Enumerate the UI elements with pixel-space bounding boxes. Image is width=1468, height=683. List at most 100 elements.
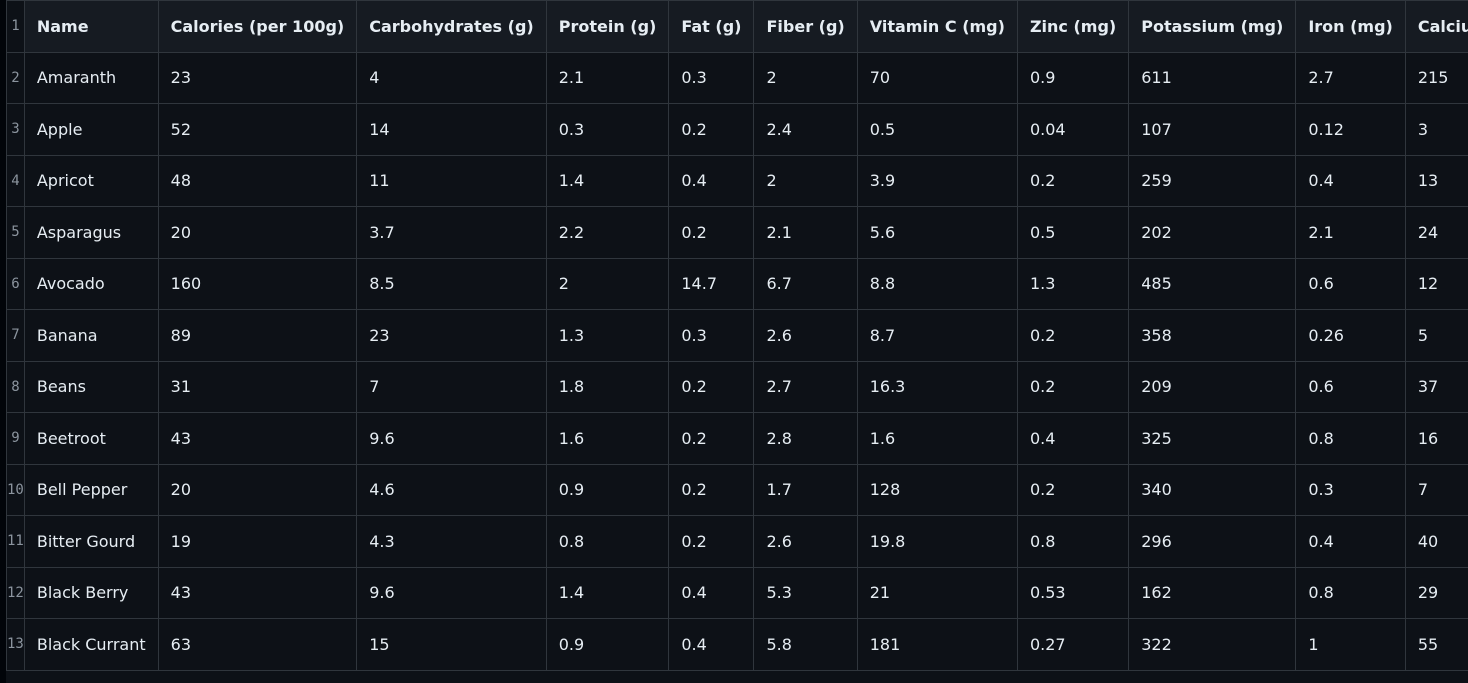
value-cell[interactable]: 16 xyxy=(1404,412,1468,465)
value-cell[interactable]: 0.2 xyxy=(668,463,755,516)
table-row[interactable]: 5 Asparagus 20 3.7 2.2 0.2 2.1 5.6 0.5 202 2.1 24 xyxy=(6,206,1468,259)
value-cell[interactable]: 20 xyxy=(157,206,358,259)
value-cell[interactable]: 89 xyxy=(157,309,358,362)
value-cell[interactable]: 0.3 xyxy=(545,103,670,156)
value-cell[interactable]: 1 xyxy=(1295,618,1406,671)
value-cell[interactable]: 37 xyxy=(1404,360,1468,413)
name-cell[interactable]: Apple xyxy=(23,103,159,156)
value-cell[interactable]: 29 xyxy=(1404,566,1468,619)
column-header[interactable]: Carbohydrates (g) xyxy=(356,0,547,53)
value-cell[interactable]: 1.6 xyxy=(545,412,670,465)
value-cell[interactable]: 0.2 xyxy=(1016,154,1130,207)
value-cell[interactable]: 0.9 xyxy=(545,618,670,671)
name-cell[interactable]: Beans xyxy=(23,360,159,413)
value-cell[interactable]: 1.7 xyxy=(753,463,858,516)
table-row[interactable]: 3 Apple 52 14 0.3 0.2 2.4 0.5 0.04 107 0.12 3 xyxy=(6,103,1468,156)
value-cell[interactable]: 202 xyxy=(1128,206,1297,259)
name-cell[interactable]: Apricot xyxy=(23,154,159,207)
value-cell[interactable]: 5.6 xyxy=(856,206,1018,259)
column-header[interactable]: Vitamin C (mg) xyxy=(856,0,1018,53)
table-row[interactable]: 4 Apricot 48 11 1.4 0.4 2 3.9 0.2 259 0.4 13 xyxy=(6,154,1468,207)
value-cell[interactable]: 15 xyxy=(356,618,547,671)
value-cell[interactable]: 0.9 xyxy=(545,463,670,516)
value-cell[interactable]: 0.2 xyxy=(668,412,755,465)
column-header[interactable]: Name xyxy=(23,0,159,53)
value-cell[interactable]: 209 xyxy=(1128,360,1297,413)
value-cell[interactable]: 52 xyxy=(157,103,358,156)
name-cell[interactable]: Banana xyxy=(23,309,159,362)
value-cell[interactable]: 5.3 xyxy=(753,566,858,619)
table-row[interactable]: 8 Beans 31 7 1.8 0.2 2.7 16.3 0.2 209 0.6 37 xyxy=(6,360,1468,413)
value-cell[interactable]: 4.3 xyxy=(356,515,547,568)
column-header[interactable]: Protein (g) xyxy=(545,0,670,53)
value-cell[interactable]: 0.8 xyxy=(1295,412,1406,465)
value-cell[interactable]: 340 xyxy=(1128,463,1297,516)
table-row[interactable]: 2 Amaranth 23 4 2.1 0.3 2 70 0.9 611 2.7 215 xyxy=(6,51,1468,104)
value-cell[interactable]: 48 xyxy=(157,154,358,207)
value-cell[interactable]: 23 xyxy=(157,51,358,104)
name-cell[interactable]: Bitter Gourd xyxy=(23,515,159,568)
table-row[interactable]: 11 Bitter Gourd 19 4.3 0.8 0.2 2.6 19.8 0.8 296 0.… xyxy=(6,515,1468,568)
table-row[interactable]: 6 Avocado 160 8.5 2 14.7 6.7 8.8 1.3 485 0.6 12 xyxy=(6,257,1468,310)
value-cell[interactable]: 40 xyxy=(1404,515,1468,568)
value-cell[interactable]: 0.5 xyxy=(856,103,1018,156)
table-row[interactable]: 7 Banana 89 23 1.3 0.3 2.6 8.7 0.2 358 0.26 5 xyxy=(6,309,1468,362)
value-cell[interactable]: 325 xyxy=(1128,412,1297,465)
value-cell[interactable]: 322 xyxy=(1128,618,1297,671)
value-cell[interactable]: 0.12 xyxy=(1295,103,1406,156)
value-cell[interactable]: 2.7 xyxy=(1295,51,1406,104)
value-cell[interactable]: 0.6 xyxy=(1295,360,1406,413)
value-cell[interactable]: 611 xyxy=(1128,51,1297,104)
value-cell[interactable]: 1.3 xyxy=(1016,257,1130,310)
value-cell[interactable]: 7 xyxy=(356,360,547,413)
value-cell[interactable]: 0.4 xyxy=(1016,412,1130,465)
value-cell[interactable]: 20 xyxy=(157,463,358,516)
value-cell[interactable]: 23 xyxy=(356,309,547,362)
value-cell[interactable]: 1.3 xyxy=(545,309,670,362)
table-row[interactable]: 10 Bell Pepper 20 4.6 0.9 0.2 1.7 128 0.2 340 0.3 7 xyxy=(6,463,1468,516)
column-header[interactable]: Potassium (mg) xyxy=(1128,0,1297,53)
value-cell[interactable]: 4 xyxy=(356,51,547,104)
value-cell[interactable]: 1.4 xyxy=(545,154,670,207)
value-cell[interactable]: 107 xyxy=(1128,103,1297,156)
value-cell[interactable]: 70 xyxy=(856,51,1018,104)
value-cell[interactable]: 2 xyxy=(545,257,670,310)
value-cell[interactable]: 14 xyxy=(356,103,547,156)
name-cell[interactable]: Amaranth xyxy=(23,51,159,104)
value-cell[interactable]: 2.1 xyxy=(545,51,670,104)
column-header[interactable]: Fiber (g) xyxy=(753,0,858,53)
value-cell[interactable]: 8.5 xyxy=(356,257,547,310)
value-cell[interactable]: 2.6 xyxy=(753,309,858,362)
value-cell[interactable]: 4.6 xyxy=(356,463,547,516)
name-cell[interactable]: Black Currant xyxy=(23,618,159,671)
value-cell[interactable]: 3.7 xyxy=(356,206,547,259)
value-cell[interactable]: 0.2 xyxy=(668,103,755,156)
column-header[interactable]: Calories (per 100g) xyxy=(157,0,358,53)
value-cell[interactable]: 2.7 xyxy=(753,360,858,413)
value-cell[interactable]: 160 xyxy=(157,257,358,310)
value-cell[interactable]: 3.9 xyxy=(856,154,1018,207)
value-cell[interactable]: 16.3 xyxy=(856,360,1018,413)
column-header[interactable]: Zinc (mg) xyxy=(1016,0,1130,53)
value-cell[interactable]: 1.8 xyxy=(545,360,670,413)
value-cell[interactable]: 2 xyxy=(753,154,858,207)
value-cell[interactable]: 0.2 xyxy=(668,360,755,413)
value-cell[interactable]: 0.2 xyxy=(668,206,755,259)
table-row[interactable]: 13 Black Currant 63 15 0.9 0.4 5.8 181 0.27 322 1 5… xyxy=(6,618,1468,671)
value-cell[interactable]: 0.2 xyxy=(1016,463,1130,516)
value-cell[interactable]: 2.1 xyxy=(753,206,858,259)
value-cell[interactable]: 215 xyxy=(1404,51,1468,104)
value-cell[interactable]: 43 xyxy=(157,412,358,465)
column-header[interactable]: Calcium (mg) xyxy=(1404,0,1468,53)
name-cell[interactable]: Bell Pepper xyxy=(23,463,159,516)
value-cell[interactable]: 55 xyxy=(1404,618,1468,671)
value-cell[interactable]: 0.4 xyxy=(1295,515,1406,568)
value-cell[interactable]: 8.7 xyxy=(856,309,1018,362)
value-cell[interactable]: 2.2 xyxy=(545,206,670,259)
value-cell[interactable]: 24 xyxy=(1404,206,1468,259)
value-cell[interactable]: 296 xyxy=(1128,515,1297,568)
value-cell[interactable]: 2.8 xyxy=(753,412,858,465)
value-cell[interactable]: 0.04 xyxy=(1016,103,1130,156)
value-cell[interactable]: 259 xyxy=(1128,154,1297,207)
value-cell[interactable]: 0.8 xyxy=(1295,566,1406,619)
